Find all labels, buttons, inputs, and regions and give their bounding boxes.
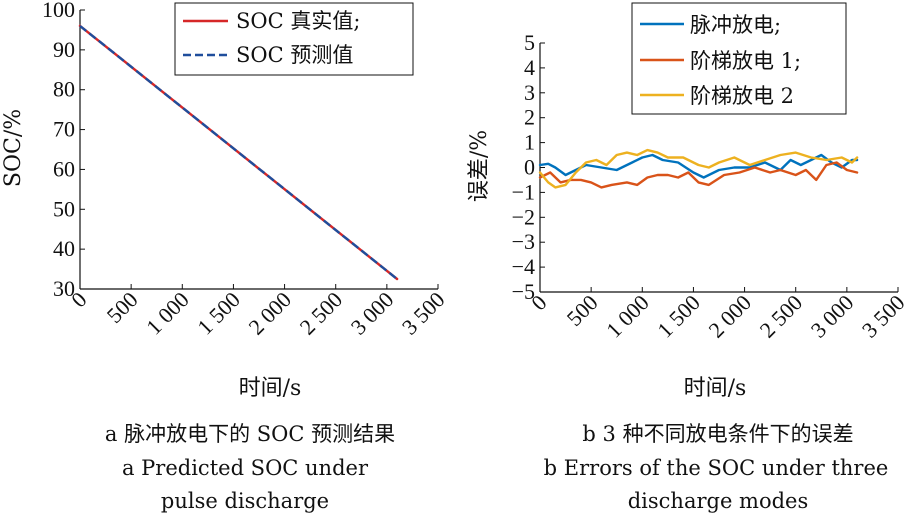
panel-b-caption-cn: b 3 种不同放电条件下的误差 — [582, 422, 853, 446]
panel-b-y-tick-label: 2 — [524, 105, 535, 130]
panel-b-y-tick-label: −3 — [512, 229, 535, 254]
panel-a-y-tick-label: 30 — [53, 276, 75, 301]
panel-a-caption-en-2: pulse discharge — [161, 489, 329, 513]
panel-a-y-tick-label: 80 — [53, 77, 75, 102]
panel-b-x-tick-label: 500 — [562, 290, 603, 331]
panel-a-y-tick-label: 50 — [53, 196, 75, 221]
panel-a-legend-label-true: SOC 真实值; — [236, 9, 360, 33]
panel-b-y-tick-label: −5 — [512, 279, 535, 304]
panel-b-x-tick-label: 3 000 — [806, 290, 859, 343]
panel-b-legend-label-1: 脉冲放电; — [690, 13, 781, 37]
panel-a-legend-box — [174, 2, 414, 76]
panel-a-y-tick-label: 40 — [53, 236, 75, 261]
panel-b-caption-en-1: b Errors of the SOC under three — [544, 456, 889, 480]
panel-a-x-tick-label: 1 500 — [192, 287, 245, 340]
panel-b-series-line-2 — [538, 161, 859, 189]
panel-b-y-tick-label: −1 — [512, 179, 535, 204]
panel-a-legend: SOC 真实值; SOC 预测值 — [174, 2, 414, 76]
panel-a-x-tick-label: 3 500 — [397, 287, 450, 340]
panel-b-y-tick-label: 3 — [524, 80, 535, 105]
panel-b-y-tick-label: 4 — [524, 55, 535, 80]
panel-b-legend-label-3: 阶梯放电 2 — [690, 84, 794, 108]
panel-b-y-tick-label: −4 — [512, 254, 535, 279]
panel-a-y-tick-label: 60 — [53, 156, 75, 181]
panel-b-y-tick-label: −2 — [512, 204, 535, 229]
panel-b-ylabel: 误差/% — [467, 130, 492, 202]
panel-a-x-tick-label: 1 000 — [141, 287, 194, 340]
panel-a-ylabel: SOC/% — [1, 109, 26, 187]
panel-b-legend: 脉冲放电; 阶梯放电 1; 阶梯放电 2 — [631, 2, 847, 115]
panel-a-x-tick-label: 0 — [66, 287, 91, 312]
panel-b-x-tick-label: 1 000 — [601, 290, 654, 343]
panel-b-x-tick-label: 0 — [526, 290, 551, 315]
panel-b-x-tick-label: 2 000 — [703, 290, 756, 343]
panel-b-series-line-3 — [538, 148, 859, 189]
panel-a-x-tick-label: 2 500 — [295, 287, 348, 340]
panel-a-caption-en-1: a Predicted SOC under — [122, 456, 369, 480]
panel-b-y-tick-label: 0 — [524, 155, 535, 180]
panel-a-x-tick-label: 3 000 — [346, 287, 399, 340]
panel-a-xlabel: 时间/s — [239, 376, 302, 401]
panel-b-y-tick-label: 5 — [524, 30, 535, 55]
panel-a-y-tick-label: 90 — [53, 37, 75, 62]
panel-a-x-tick-label: 500 — [102, 287, 143, 328]
panel-b-x-tick-label: 2 500 — [755, 290, 808, 343]
panel-b-xlabel: 时间/s — [684, 376, 747, 401]
panel-b-y-tick-label: 1 — [524, 130, 535, 155]
panel-a-legend-label-pred: SOC 预测值 — [236, 43, 353, 67]
panel-a-y-tick-label: 70 — [53, 117, 75, 142]
panel-b-caption-en-2: discharge modes — [628, 489, 809, 513]
panel-a-caption-cn: a 脉冲放电下的 SOC 预测结果 — [105, 422, 395, 446]
panel-a-series-line-2 — [79, 24, 398, 280]
panel-b-x-tick-label: 1 500 — [652, 290, 705, 343]
panel-a-y-tick-label: 100 — [42, 0, 75, 22]
panel-b-legend-label-2: 阶梯放电 1; — [690, 49, 801, 73]
panel-b-x-tick-label: 3 500 — [857, 290, 910, 343]
panel-a-x-tick-label: 2 000 — [243, 287, 296, 340]
